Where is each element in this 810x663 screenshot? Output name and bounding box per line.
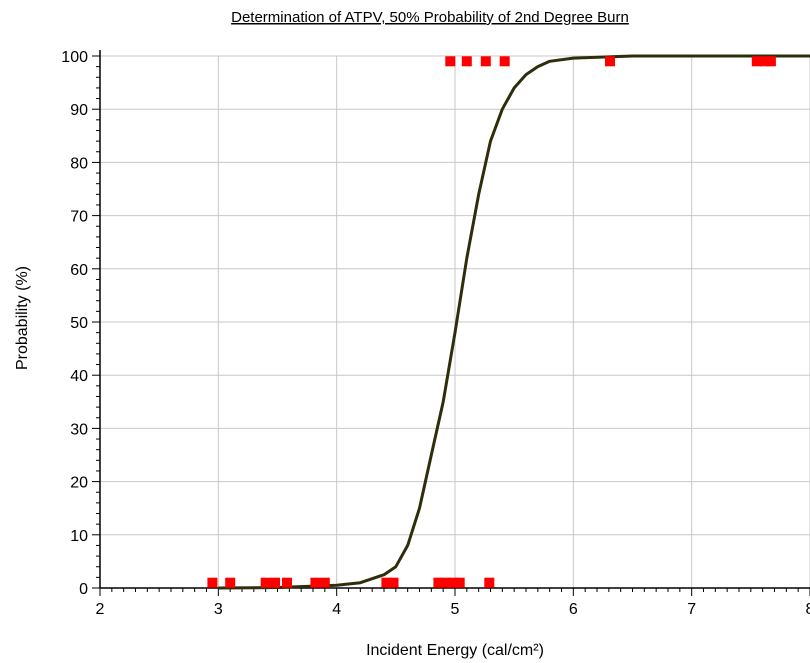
x-tick-label: 7 bbox=[687, 601, 696, 618]
data-point bbox=[310, 577, 321, 588]
data-point bbox=[447, 577, 458, 588]
data-point bbox=[454, 577, 465, 588]
data-point bbox=[480, 56, 491, 67]
data-point bbox=[484, 577, 495, 588]
points-layer bbox=[207, 56, 776, 588]
y-axis-label: Probability (%) bbox=[14, 266, 31, 370]
x-tick-label: 4 bbox=[332, 601, 341, 618]
ticks: 23456780102030405060708090100 bbox=[61, 49, 810, 618]
data-point bbox=[760, 56, 770, 67]
data-point bbox=[319, 577, 330, 588]
y-tick-label: 70 bbox=[70, 209, 88, 226]
y-tick-label: 0 bbox=[79, 581, 88, 598]
y-tick-label: 10 bbox=[70, 528, 88, 545]
curve-layer bbox=[218, 54, 810, 590]
x-tick-label: 5 bbox=[451, 601, 460, 618]
data-point bbox=[225, 577, 236, 588]
data-point bbox=[751, 56, 762, 67]
data-point bbox=[282, 577, 292, 588]
data-point bbox=[260, 577, 271, 588]
x-tick-label: 3 bbox=[214, 601, 223, 618]
y-tick-label: 20 bbox=[70, 475, 88, 492]
x-tick-label: 8 bbox=[806, 601, 810, 618]
y-tick-label: 50 bbox=[70, 315, 88, 332]
data-point bbox=[499, 56, 510, 67]
y-tick-label: 30 bbox=[70, 421, 88, 438]
data-point bbox=[461, 56, 472, 67]
y-tick-label: 40 bbox=[70, 368, 88, 385]
y-tick-label: 80 bbox=[70, 155, 88, 172]
grid bbox=[100, 55, 810, 588]
y-tick-label: 60 bbox=[70, 262, 88, 279]
data-point bbox=[765, 56, 776, 67]
data-point bbox=[445, 56, 456, 67]
data-point bbox=[388, 577, 399, 588]
data-point bbox=[605, 56, 615, 67]
fit-curve bbox=[218, 54, 810, 590]
x-axis-label: Incident Energy (cal/cm²) bbox=[366, 642, 544, 659]
x-tick-label: 6 bbox=[569, 601, 578, 618]
x-tick-label: 2 bbox=[96, 601, 105, 618]
data-point bbox=[207, 577, 218, 588]
data-point bbox=[381, 577, 392, 588]
y-tick-label: 90 bbox=[70, 102, 88, 119]
data-point bbox=[440, 577, 451, 588]
chart-title: Determination of ATPV, 50% Probability o… bbox=[231, 9, 629, 26]
y-tick-label: 100 bbox=[61, 49, 88, 66]
data-point bbox=[433, 577, 444, 588]
data-point bbox=[270, 577, 281, 588]
